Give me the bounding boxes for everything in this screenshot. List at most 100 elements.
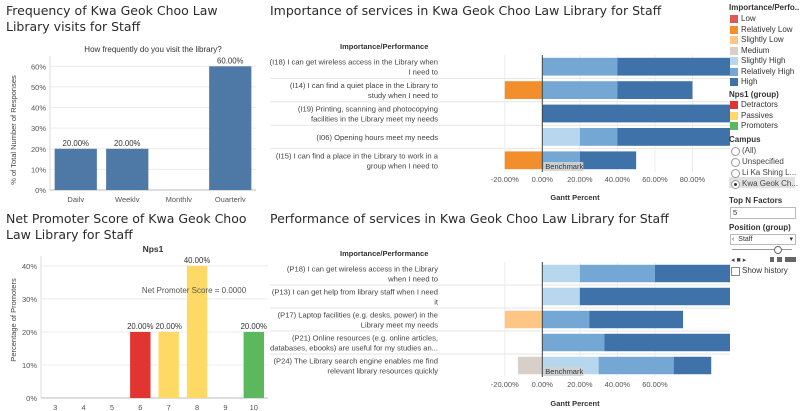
performance-row-label: relevant library resources quickly [327, 367, 438, 376]
importance-row-label: (I18) I can get wireless access in the L… [270, 58, 438, 67]
performance-x-tick: 0.00% [532, 380, 554, 389]
performance-chart-title: Performance of services in Kwa Geok Choo… [270, 211, 669, 226]
show-history-label: Show history [742, 266, 788, 275]
campus-option-label[interactable]: Unspecified [742, 157, 784, 166]
frequency-data-label: 20.00% [114, 139, 141, 148]
performance-bar-segment [542, 333, 605, 352]
play-back-icon[interactable]: ◂ [731, 257, 735, 264]
performance-x-tick: 40.00% [605, 380, 631, 389]
performance-row-header: Importance/Performance [340, 249, 428, 258]
nps-x-tick: 8 [195, 403, 199, 410]
nps-chart-title: Net Promoter Score of Kwa Geok Choo Law … [6, 211, 247, 243]
frequency-y-tick: 40% [31, 104, 46, 113]
pause-icon[interactable]: ■ [736, 257, 741, 264]
show-history-checkbox[interactable] [731, 267, 740, 276]
performance-bar-segment [542, 310, 590, 329]
nps-y-tick: 30% [22, 295, 37, 304]
importance-legend-swatch[interactable] [730, 46, 738, 55]
playback-controls[interactable]: ◂ ■ ▸ [731, 256, 746, 264]
performance-row-label: Library meet my needs [361, 321, 438, 330]
importance-benchmark-label: Benchmark [545, 162, 583, 171]
importance-x-tick: -20.00% [491, 175, 519, 184]
frequency-y-tick: 50% [31, 83, 46, 92]
nps-chart: Nps1 Percentage of Promoters 0% 10% 20% 30%… [9, 244, 268, 410]
nps-legend-title: Nps1 (group) [729, 90, 779, 99]
campus-option-label[interactable]: Li Ka Shing L... [742, 168, 797, 177]
campus-option-label[interactable]: (All) [742, 146, 757, 155]
position-slider-handle[interactable] [774, 246, 782, 254]
importance-legend-label[interactable]: Medium [741, 45, 770, 55]
performance-bar-segment [579, 264, 655, 283]
chevron-left-icon: ‹ [732, 236, 735, 243]
nps-legend-swatch[interactable] [730, 101, 738, 109]
performance-bar-segment [604, 333, 730, 352]
campus-radio[interactable] [731, 169, 740, 178]
top-n-title: Top N Factors [729, 196, 783, 205]
nps-legend-label[interactable]: Detractors [741, 100, 778, 109]
importance-legend-label[interactable]: High [741, 77, 758, 86]
importance-legend-label[interactable]: Relatively Low [741, 24, 793, 34]
campus-filter-title: Campus [729, 135, 761, 144]
importance-legend-swatch[interactable] [730, 15, 738, 23]
nps-y-tick: 40% [22, 262, 37, 271]
nps-bar [243, 331, 265, 398]
nps-data-label: 20.00% [155, 322, 182, 331]
importance-legend-swatch[interactable] [730, 25, 738, 34]
nps-x-tick: 6 [138, 403, 142, 410]
frequency-bar [106, 148, 149, 190]
importance-bar-segment [542, 104, 730, 123]
importance-legend-swatch[interactable] [730, 78, 738, 86]
campus-radio[interactable] [731, 147, 740, 156]
performance-x-tick: 20.00% [567, 380, 593, 389]
top-n-input[interactable]: 5 [730, 207, 796, 219]
frequency-y-tick: 30% [31, 124, 46, 133]
chevron-down-icon: ▾ [789, 236, 793, 243]
importance-bar-segment [579, 128, 618, 146]
nps-legend-label[interactable]: Passives [741, 110, 774, 120]
importance-legend-label[interactable]: Slightly Low [741, 35, 784, 44]
importance-row-label: group when I need to [367, 161, 438, 170]
position-dropdown[interactable]: ‹ Staff ▾ [730, 234, 796, 245]
nps-chart-subtitle: Nps1 [143, 244, 164, 254]
frequency-data-label: 60.00% [217, 56, 244, 65]
importance-legend-swatch[interactable] [730, 57, 738, 65]
campus-option-label[interactable]: Kwa Geok Ch... [742, 179, 799, 188]
campus-radio[interactable] [731, 180, 740, 189]
importance-x-tick: 60.00% [642, 175, 668, 184]
frequency-y-tick: 10% [31, 165, 46, 174]
frequency-chart: How frequently do you visit the library?… [9, 45, 256, 202]
importance-x-tick: 0.00% [532, 175, 554, 184]
importance-legend-label[interactable]: Relatively High [741, 66, 795, 76]
importance-legend-swatch[interactable] [730, 36, 738, 44]
nps-x-tick: 3 [53, 403, 57, 410]
importance-legend-label[interactable]: Low [741, 14, 756, 23]
importance-legend-swatch[interactable] [730, 67, 738, 76]
importance-legend-label[interactable]: Slightly High [741, 56, 786, 65]
importance-row-label: (I15) I can find a place in the Library … [276, 151, 439, 160]
nps-score-annotation: Net Promoter Score = 0.0000 [142, 286, 247, 295]
nps-x-tick: 10 [250, 403, 258, 410]
performance-bar-segment [542, 287, 580, 306]
frequency-x-tick: Daily [67, 195, 84, 202]
speed-icon[interactable] [770, 257, 796, 262]
importance-gantt-chart: Importance/Performance -20.00% 0.00% 20.00… [270, 42, 730, 202]
frequency-x-tick: Weekly [115, 195, 140, 202]
nps-y-tick: 20% [22, 328, 37, 337]
performance-bar-segment [598, 356, 674, 375]
campus-radio[interactable] [731, 158, 740, 167]
performance-gantt-chart: Importance/Performance -20.00% 0.00% 20.00… [270, 249, 730, 408]
frequency-chart-subtitle: How frequently do you visit the library? [84, 45, 222, 54]
nps-legend-swatch[interactable] [730, 111, 738, 120]
nps-x-tick: 9 [223, 403, 227, 410]
importance-legend-title: Importance/Perfo... [729, 3, 799, 12]
frequency-chart-y-axis-label: % of Total Number of Responses [9, 75, 18, 185]
position-filter-title: Position (group) [729, 223, 791, 232]
importance-benchmark-label-bg [543, 162, 584, 171]
performance-benchmark-label-bg [543, 367, 584, 376]
frequency-bar [209, 66, 252, 190]
play-forward-icon[interactable]: ▸ [742, 257, 747, 264]
nps-legend-swatch[interactable] [730, 122, 738, 130]
nps-legend-label[interactable]: Promoters [741, 121, 778, 130]
importance-bar-segment [617, 57, 730, 76]
position-slider[interactable] [732, 249, 792, 250]
